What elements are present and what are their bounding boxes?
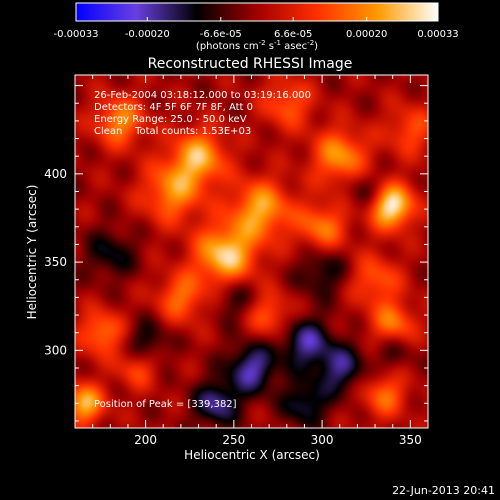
annotation-clean-counts: Clean Total counts: 1.53E+03 [94, 126, 251, 137]
y-tick-label: 300 [44, 343, 67, 357]
colorbar-units-label: (photons cm-2 s-1 asec-2) [196, 39, 318, 52]
plot-area: 200 250 300 350 300 350 400 26-Feb-2004 03:18… [44, 74, 429, 447]
x-axis-ticks: 200 250 300 350 [92, 75, 422, 447]
colorbar-tick-label: 6.6e-05 [274, 29, 312, 40]
x-tick-label: 200 [134, 433, 157, 447]
x-tick-label: 300 [311, 433, 334, 447]
observation-info: 26-Feb-2004 03:18:12.000 to 03:19:16.000… [94, 90, 311, 137]
y-tick-label: 400 [44, 167, 67, 181]
annotation-detectors: Detectors: 4F 5F 6F 7F 8F, Att 0 [94, 102, 253, 113]
y-axis-label: Heliocentric Y (arcsec) [25, 185, 39, 320]
colorbar-tick-label: -6.6e-05 [200, 29, 242, 40]
colorbar-tick-label: 0.00033 [417, 29, 458, 40]
chart-title: Reconstructed RHESSI Image [148, 56, 353, 72]
y-tick-label: 350 [44, 255, 67, 269]
x-tick-label: 350 [399, 433, 422, 447]
colorbar: -0.00033 -0.00020 -6.6e-05 6.6e-05 0.00020 0.… [54, 2, 459, 52]
colorbar-ticks: -0.00033 -0.00020 -6.6e-05 6.6e-05 0.00020 0.… [54, 17, 459, 40]
colorbar-tick-label: -0.00020 [125, 29, 170, 40]
y-axis-ticks: 300 350 400 [44, 85, 428, 422]
x-tick-label: 250 [222, 433, 245, 447]
footer-timestamp: 22-Jun-2013 20:41 [392, 484, 495, 497]
colorbar-gradient [75, 2, 439, 22]
heatmap-image [75, 75, 428, 428]
annotation-energy-range: Energy Range: 25.0 - 50.0 keV [94, 114, 247, 125]
annotation-time-range: 26-Feb-2004 03:18:12.000 to 03:19:16.000 [94, 90, 311, 101]
colorbar-tick-label: -0.00033 [54, 29, 99, 40]
x-axis-label: Heliocentric X (arcsec) [184, 448, 320, 462]
colorbar-tick-label: 0.00020 [346, 29, 387, 40]
peak-position-label: Position of Peak = [339,382] [94, 399, 237, 410]
